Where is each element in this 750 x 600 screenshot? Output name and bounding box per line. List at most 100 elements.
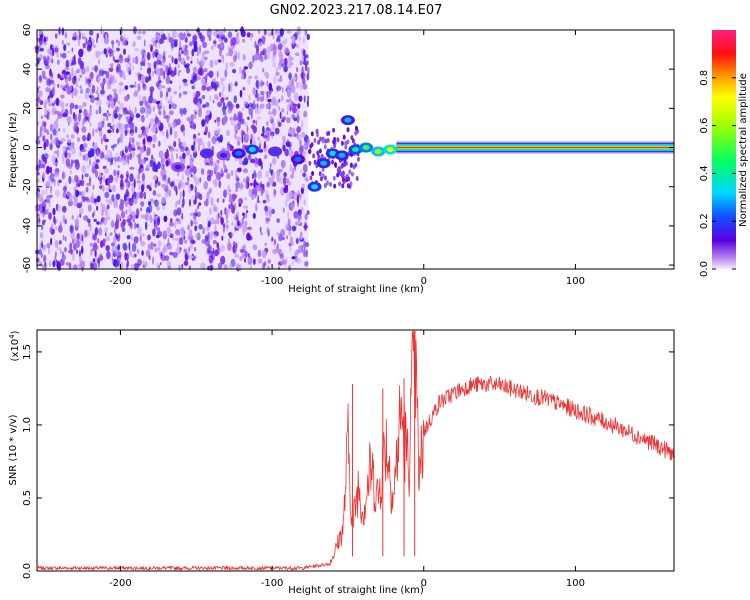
noise-blob xyxy=(190,241,193,250)
noise-blob xyxy=(268,90,272,95)
noise-blob xyxy=(212,239,217,245)
noise-blob xyxy=(100,240,104,248)
noise-blob xyxy=(133,236,139,244)
noise-blob xyxy=(122,149,124,158)
noise-blob xyxy=(90,195,95,204)
noise-blob xyxy=(334,162,337,167)
noise-blob xyxy=(220,210,223,216)
noise-blob xyxy=(217,101,223,108)
noise-blob xyxy=(70,249,73,254)
noise-blob xyxy=(253,100,256,108)
colorbar-ticks: 0.0 0.2 0.4 0.6 0.8 xyxy=(699,70,736,277)
noise-blob xyxy=(136,35,142,40)
noise-blob xyxy=(92,233,97,241)
noise-blob xyxy=(298,244,303,254)
noise-blob xyxy=(133,91,138,97)
noise-blob xyxy=(152,228,156,237)
noise-blob xyxy=(265,103,270,110)
noise-blob xyxy=(90,148,95,157)
noise-blob xyxy=(156,206,161,211)
signal-patch xyxy=(338,152,346,158)
noise-blob xyxy=(159,90,163,99)
noise-blob xyxy=(220,244,226,252)
noise-blob xyxy=(267,98,272,103)
noise-blob xyxy=(65,262,70,266)
noise-blob xyxy=(95,109,99,115)
noise-blob xyxy=(333,183,337,189)
noise-blob xyxy=(42,41,48,46)
noise-blob xyxy=(248,94,251,101)
noise-blob xyxy=(248,61,253,70)
noise-blob xyxy=(296,126,301,133)
noise-blob xyxy=(141,233,145,237)
noise-blob xyxy=(93,142,98,150)
noise-blob xyxy=(291,225,296,232)
noise-blob xyxy=(304,213,308,220)
y-tick-label: 0.0 xyxy=(22,563,33,579)
noise-blob xyxy=(271,237,274,242)
noise-blob xyxy=(201,239,206,244)
noise-blob xyxy=(61,109,66,113)
noise-blob xyxy=(148,201,152,205)
noise-blob xyxy=(306,99,309,107)
signal-patch xyxy=(235,150,243,156)
noise-blob xyxy=(120,35,123,42)
noise-blob xyxy=(279,111,282,119)
noise-blob xyxy=(189,153,192,161)
noise-blob xyxy=(168,98,173,106)
noise-blob xyxy=(152,70,154,77)
noise-blob xyxy=(262,37,265,45)
noise-blob xyxy=(147,62,152,66)
noise-blob xyxy=(150,89,153,96)
noise-blob xyxy=(133,179,136,189)
noise-blob xyxy=(288,72,292,80)
noise-blob xyxy=(124,129,128,136)
noise-blob xyxy=(111,258,114,264)
x-tick-label: -100 xyxy=(261,276,284,287)
noise-blob xyxy=(222,84,225,92)
noise-blob xyxy=(76,202,82,209)
noise-blob xyxy=(102,112,108,117)
snr-y-multiplier-base: (x10 xyxy=(10,339,21,362)
noise-blob xyxy=(146,150,150,156)
noise-blob xyxy=(238,198,244,205)
noise-blob xyxy=(284,47,289,56)
noise-blob xyxy=(198,202,202,206)
noise-blob xyxy=(65,59,70,69)
noise-blob xyxy=(154,116,159,125)
noise-blob xyxy=(125,181,130,189)
noise-blob xyxy=(122,159,127,166)
noise-blob xyxy=(333,143,337,149)
noise-blob xyxy=(296,67,299,73)
noise-blob xyxy=(250,112,253,120)
noise-blob xyxy=(193,247,197,252)
noise-blob xyxy=(255,203,258,212)
noise-blob xyxy=(196,211,201,217)
noise-blob xyxy=(270,98,274,107)
noise-blob xyxy=(201,119,206,127)
noise-blob xyxy=(60,84,64,90)
noise-blob xyxy=(103,48,107,55)
noise-blob xyxy=(204,50,210,54)
snr-y-label: SNR (10 * v/v) xyxy=(8,414,19,485)
x-tick-label: 0 xyxy=(421,276,427,287)
noise-blob xyxy=(124,123,128,130)
noise-blob xyxy=(193,81,196,91)
noise-blob xyxy=(50,138,54,144)
noise-blob xyxy=(94,163,99,170)
noise-blob xyxy=(205,198,209,207)
noise-blob xyxy=(61,251,65,258)
noise-blob xyxy=(50,237,53,246)
noise-blob xyxy=(309,175,313,181)
noise-blob xyxy=(89,177,91,185)
noise-blob xyxy=(336,167,340,173)
noise-blob xyxy=(69,242,73,251)
noise-blob xyxy=(279,253,284,259)
noise-blob xyxy=(71,67,73,74)
noise-blob xyxy=(73,113,78,122)
noise-blob xyxy=(155,81,160,88)
noise-blob xyxy=(100,202,103,209)
noise-blob xyxy=(275,245,279,254)
noise-blob xyxy=(243,205,249,209)
noise-blob xyxy=(51,102,55,107)
